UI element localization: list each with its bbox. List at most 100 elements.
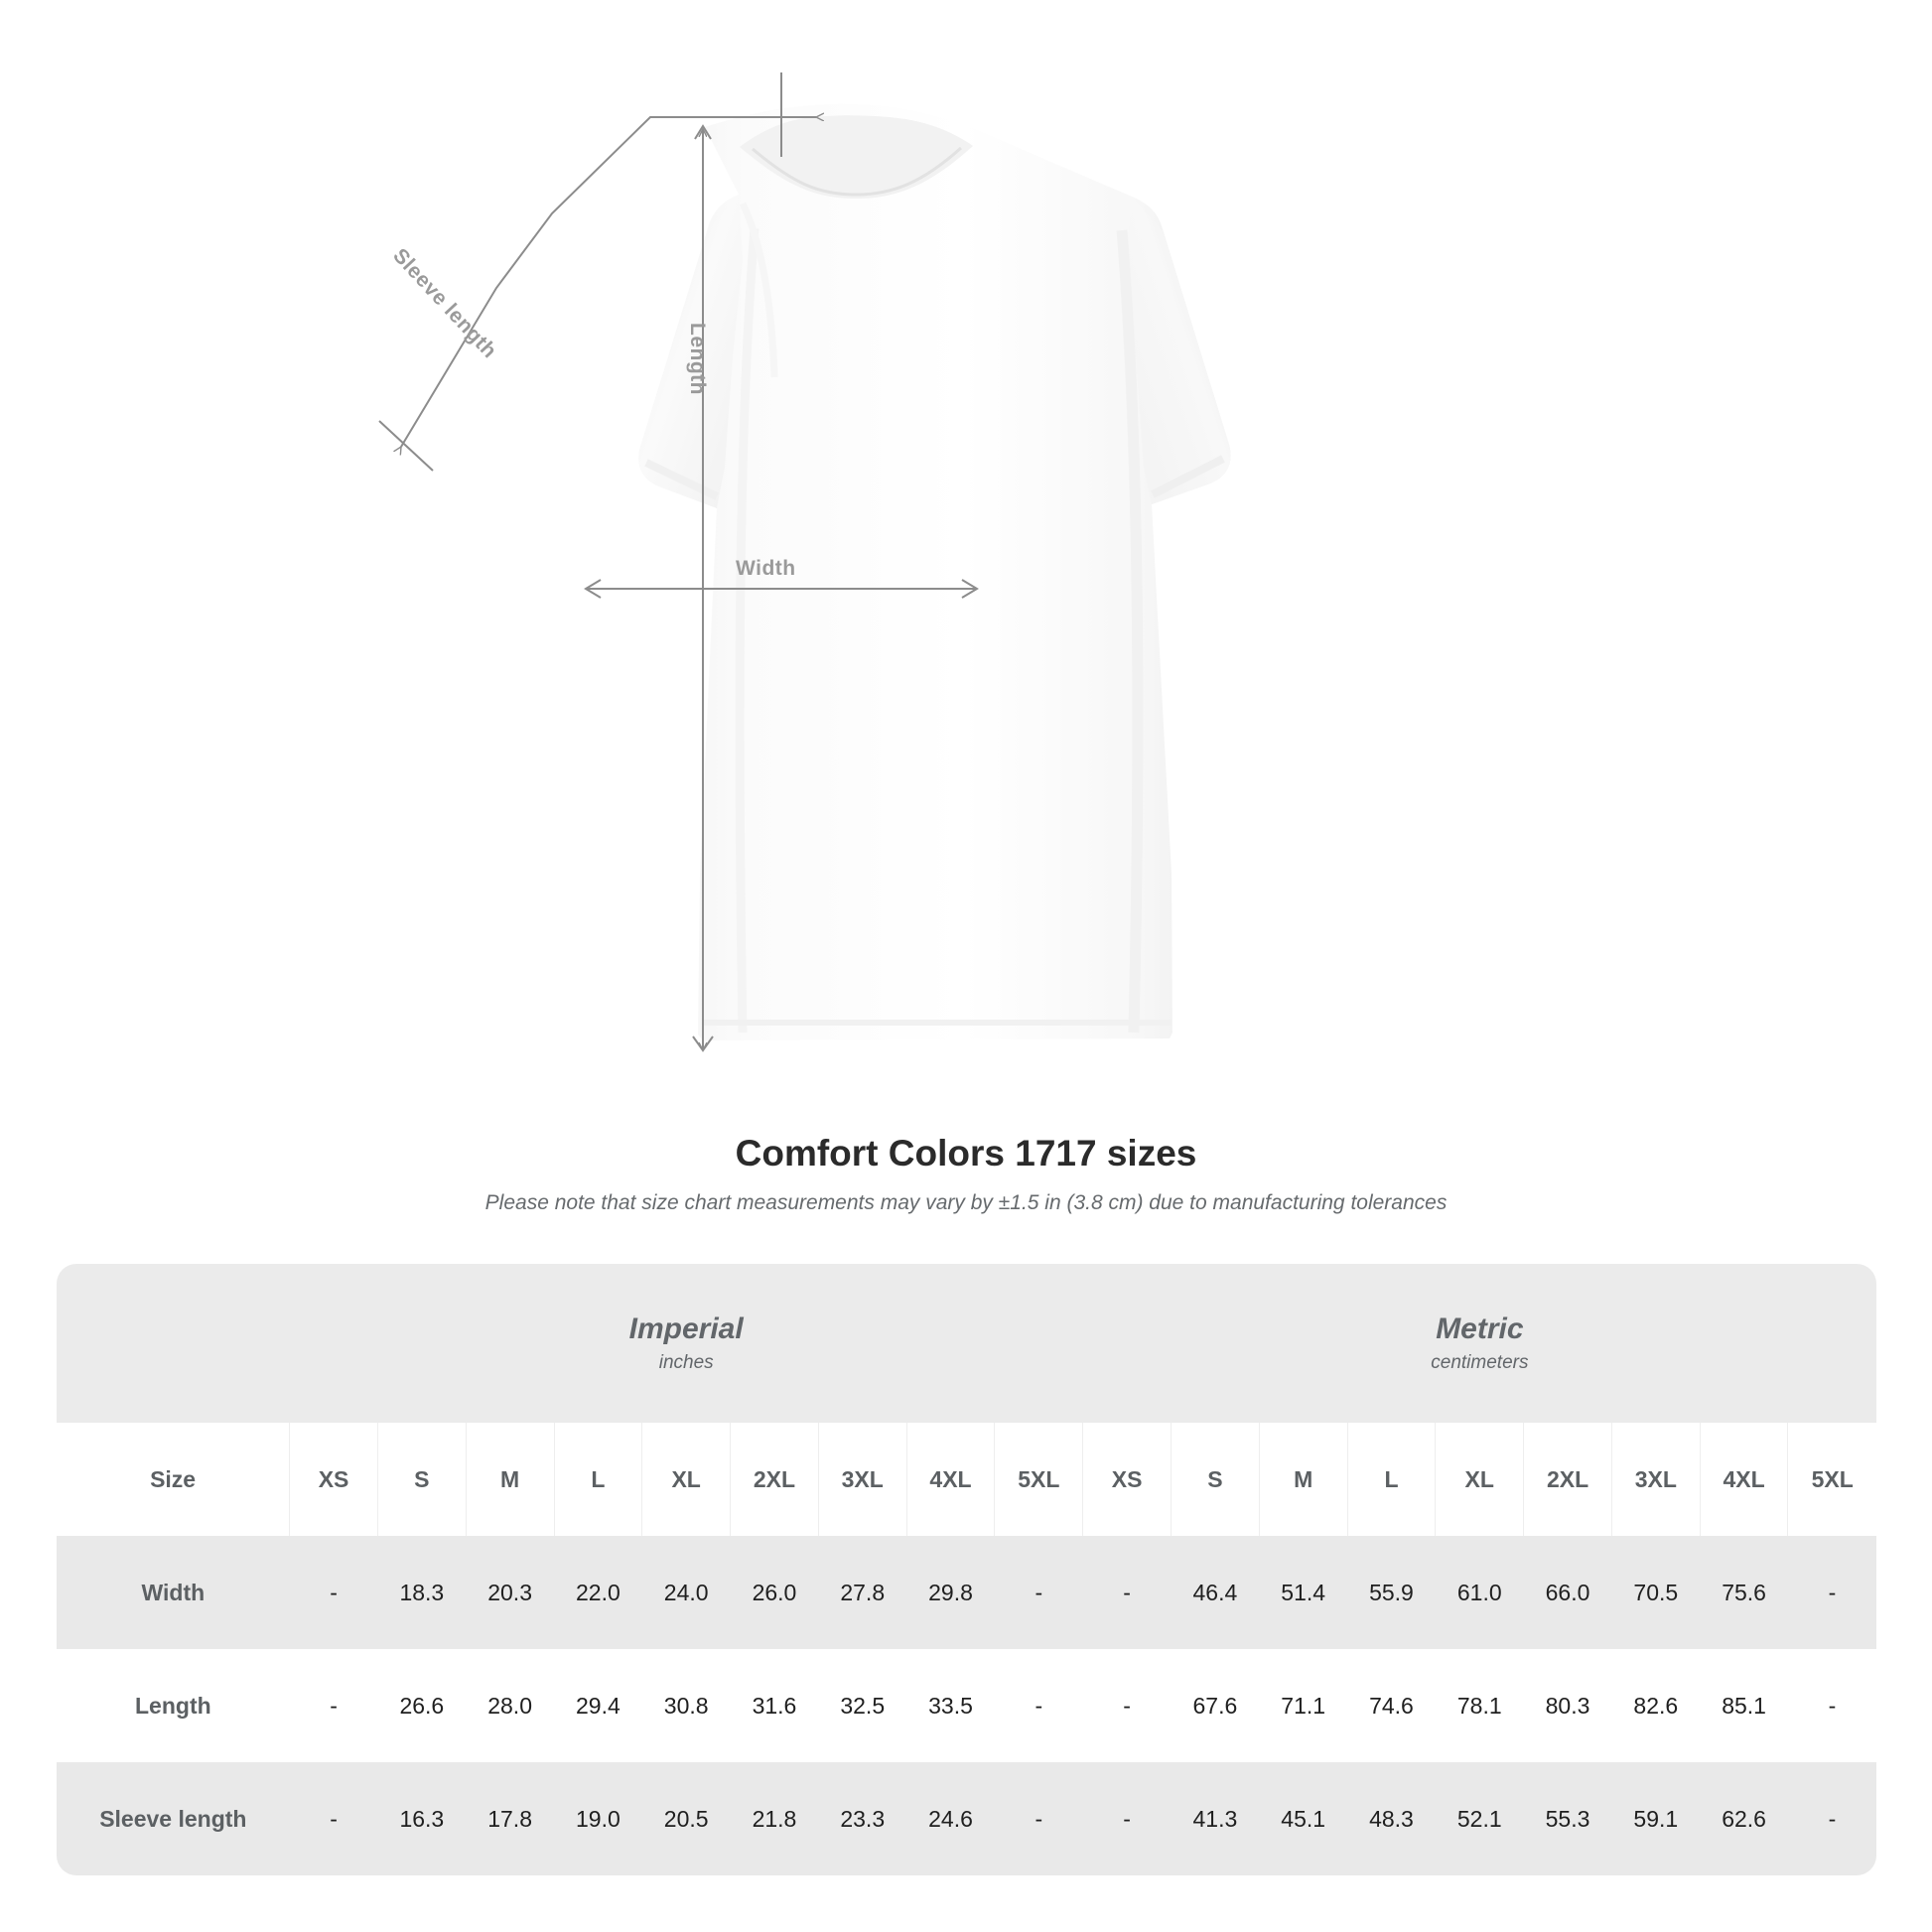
sleeve-length-tick <box>378 420 434 472</box>
column-header-metric-2xl: 2XL <box>1523 1423 1612 1536</box>
cell-sleeve-metric-4xl: 62.6 <box>1700 1762 1788 1875</box>
cell-width-metric-xl: 61.0 <box>1435 1536 1524 1649</box>
length-arrow-head-bottom <box>692 1035 714 1052</box>
cell-sleeve-metric-xs: - <box>1082 1762 1172 1875</box>
cell-width-metric-l: 55.9 <box>1347 1536 1436 1649</box>
cell-sleeve-metric-3xl: 59.1 <box>1611 1762 1701 1875</box>
cell-sleeve-metric-2xl: 55.3 <box>1523 1762 1612 1875</box>
tshirt-graphic <box>638 103 1231 1040</box>
unit-sub-metric: centimeters <box>1431 1352 1529 1374</box>
cell-sleeve-metric-l: 48.3 <box>1347 1762 1436 1875</box>
cell-length-imperial-2xl: 31.6 <box>730 1649 819 1762</box>
cell-length-imperial-xs: - <box>289 1649 378 1762</box>
page-subtitle: Please note that size chart measurements… <box>484 1191 1448 1215</box>
cell-sleeve-metric-5xl: - <box>1787 1762 1876 1875</box>
column-header-metric-4xl: 4XL <box>1699 1423 1788 1536</box>
cell-sleeve-imperial-xl: 20.5 <box>641 1762 731 1875</box>
column-header-metric-m: M <box>1258 1423 1348 1536</box>
cell-width-imperial-s: 18.3 <box>377 1536 467 1649</box>
cell-length-imperial-4xl: 33.5 <box>906 1649 995 1762</box>
table-row: Sleeve length - 16.3 17.8 19.0 20.5 21.8… <box>57 1762 1876 1875</box>
column-header-metric-xs: XS <box>1082 1423 1172 1536</box>
cell-sleeve-metric-m: 45.1 <box>1259 1762 1348 1875</box>
cell-width-imperial-5xl: - <box>994 1536 1083 1649</box>
cell-length-imperial-xl: 30.8 <box>641 1649 731 1762</box>
sleeve-length-guide-line <box>401 117 816 447</box>
cell-sleeve-imperial-m: 17.8 <box>466 1762 554 1875</box>
size-chart-table: Imperial inches Metric centimeters Size … <box>57 1264 1876 1875</box>
column-header-imperial-2xl: 2XL <box>730 1423 819 1536</box>
cell-length-metric-s: 67.6 <box>1171 1649 1260 1762</box>
column-header-metric-3xl: 3XL <box>1610 1423 1701 1536</box>
cell-length-metric-xl: 78.1 <box>1435 1649 1524 1762</box>
cell-width-metric-m: 51.4 <box>1259 1536 1348 1649</box>
tshirt-right-sleeve-hem <box>1151 455 1225 498</box>
unit-sub-imperial: inches <box>658 1352 714 1374</box>
cell-width-metric-5xl: - <box>1787 1536 1876 1649</box>
tshirt-fold-right <box>1116 229 1144 1034</box>
cell-width-imperial-4xl: 29.8 <box>906 1536 995 1649</box>
row-label-sleeve-length: Sleeve length <box>57 1762 290 1875</box>
width-arrow-head-right <box>961 579 979 599</box>
cell-sleeve-imperial-3xl: 23.3 <box>818 1762 907 1875</box>
unit-header-imperial: Imperial inches <box>289 1264 1083 1423</box>
cell-sleeve-imperial-s: 16.3 <box>377 1762 467 1875</box>
cell-length-metric-3xl: 82.6 <box>1611 1649 1701 1762</box>
cell-length-metric-2xl: 80.3 <box>1523 1649 1612 1762</box>
cell-length-imperial-3xl: 32.5 <box>818 1649 907 1762</box>
column-header-metric-xl: XL <box>1435 1423 1524 1536</box>
length-arrow-head-top <box>694 124 712 140</box>
cell-width-metric-s: 46.4 <box>1171 1536 1260 1649</box>
column-header-imperial-4xl: 4XL <box>905 1423 995 1536</box>
unit-header-metric: Metric centimeters <box>1082 1264 1876 1423</box>
column-header-imperial-xs: XS <box>289 1423 378 1536</box>
cell-width-imperial-xl: 24.0 <box>641 1536 731 1649</box>
cell-sleeve-imperial-2xl: 21.8 <box>730 1762 819 1875</box>
length-dimension-label: Length <box>686 323 709 395</box>
cell-width-metric-3xl: 70.5 <box>1611 1536 1701 1649</box>
column-header-imperial-xl: XL <box>641 1423 731 1536</box>
tshirt-diagram-svg <box>378 72 1231 1052</box>
table-row: Width - 18.3 20.3 22.0 24.0 26.0 27.8 29… <box>57 1536 1876 1649</box>
cell-length-imperial-l: 29.4 <box>554 1649 642 1762</box>
cell-sleeve-imperial-l: 19.0 <box>554 1762 642 1875</box>
column-header-imperial-s: S <box>376 1423 467 1536</box>
cell-length-metric-4xl: 85.1 <box>1700 1649 1788 1762</box>
cell-length-imperial-5xl: - <box>994 1649 1083 1762</box>
tshirt-right-sleeve <box>1126 197 1231 504</box>
cell-width-metric-4xl: 75.6 <box>1700 1536 1788 1649</box>
page-title: Comfort Colors 1717 sizes <box>735 1133 1197 1173</box>
column-header-imperial-m: M <box>465 1423 554 1536</box>
cell-length-imperial-m: 28.0 <box>466 1649 554 1762</box>
column-header-imperial-l: L <box>553 1423 642 1536</box>
cell-length-metric-l: 74.6 <box>1347 1649 1436 1762</box>
cell-width-imperial-xs: - <box>289 1536 378 1649</box>
size-chart-container: Imperial inches Metric centimeters Size … <box>57 1264 1876 1875</box>
cell-length-imperial-s: 26.6 <box>377 1649 467 1762</box>
measurement-guides <box>378 72 979 1052</box>
unit-name-imperial: Imperial <box>628 1311 744 1345</box>
cell-width-imperial-3xl: 27.8 <box>818 1536 907 1649</box>
title-block: Comfort Colors 1717 sizes Please note th… <box>0 1132 1932 1217</box>
cell-sleeve-imperial-4xl: 24.6 <box>906 1762 995 1875</box>
cell-sleeve-metric-xl: 52.1 <box>1435 1762 1524 1875</box>
cell-sleeve-imperial-xs: - <box>289 1762 378 1875</box>
column-header-imperial-5xl: 5XL <box>994 1423 1083 1536</box>
cell-width-imperial-2xl: 26.0 <box>730 1536 819 1649</box>
unit-name-metric: Metric <box>1436 1311 1524 1345</box>
cell-sleeve-imperial-5xl: - <box>994 1762 1083 1875</box>
cell-length-metric-m: 71.1 <box>1259 1649 1348 1762</box>
row-label-width: Width <box>57 1536 290 1649</box>
cell-width-imperial-l: 22.0 <box>554 1536 642 1649</box>
cell-length-metric-5xl: - <box>1787 1649 1876 1762</box>
cell-length-metric-xs: - <box>1082 1649 1172 1762</box>
size-header-row: Size XS S M L XL 2XL 3XL 4XL 5XL XS S M … <box>57 1423 1876 1536</box>
width-arrow-head-left <box>584 579 602 599</box>
column-header-metric-5xl: 5XL <box>1787 1423 1876 1536</box>
row-label-length: Length <box>57 1649 290 1762</box>
unit-header-spacer <box>57 1264 290 1423</box>
column-header-imperial-3xl: 3XL <box>817 1423 907 1536</box>
width-dimension-label: Width <box>736 557 796 580</box>
cell-width-metric-2xl: 66.0 <box>1523 1536 1612 1649</box>
cell-width-imperial-m: 20.3 <box>466 1536 554 1649</box>
